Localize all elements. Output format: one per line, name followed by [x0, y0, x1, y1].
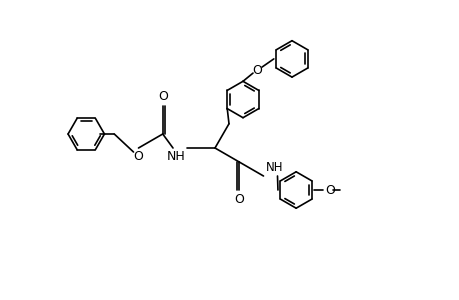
Text: NH: NH [167, 150, 185, 163]
Text: O: O [133, 150, 143, 163]
Text: O: O [325, 184, 335, 196]
Text: O: O [252, 64, 261, 76]
Text: NH: NH [265, 161, 282, 174]
Text: O: O [157, 90, 168, 103]
Text: O: O [234, 193, 244, 206]
